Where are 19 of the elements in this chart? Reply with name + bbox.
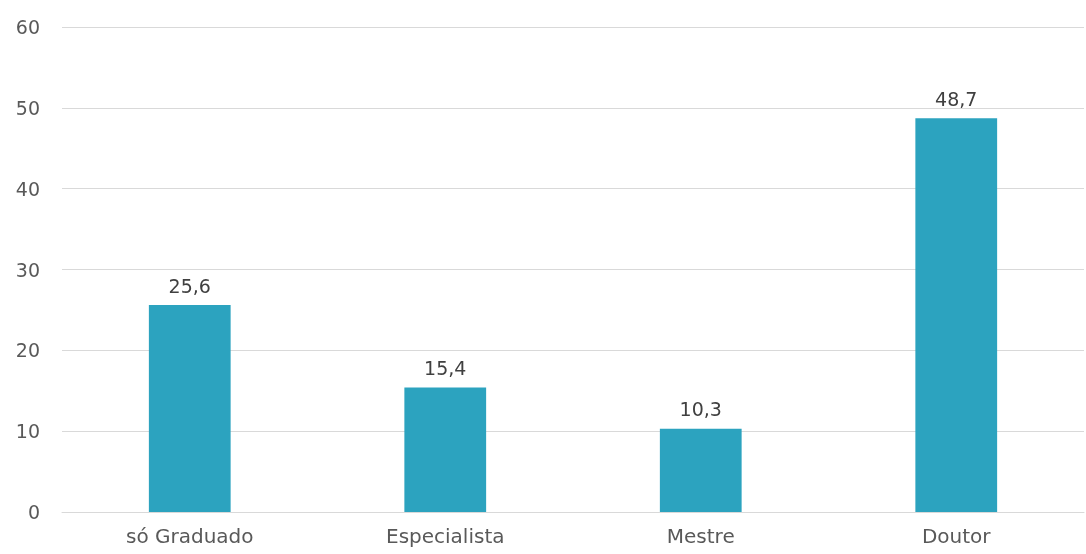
- x-tick-label: Mestre: [666, 524, 735, 548]
- bar: [148, 305, 231, 512]
- y-tick-label: 10: [15, 420, 40, 443]
- data-label: 25,6: [168, 274, 211, 297]
- y-tick-label: 50: [15, 96, 40, 119]
- data-label: 48,7: [935, 87, 978, 110]
- y-tick-label: 60: [15, 16, 40, 38]
- y-tick-label: 30: [15, 258, 40, 281]
- bar: [915, 118, 998, 512]
- y-tick-label: 0: [27, 501, 40, 523]
- x-tick-label: só Graduado: [125, 524, 254, 548]
- bar: [404, 387, 487, 512]
- y-tick-label: 40: [15, 177, 40, 200]
- x-tick-label: Doutor: [921, 524, 992, 548]
- x-tick-label: Especialista: [386, 524, 505, 548]
- bar: [659, 428, 742, 512]
- data-label: 15,4: [424, 357, 467, 380]
- data-label: 10,3: [679, 398, 722, 421]
- y-tick-label: 20: [15, 339, 40, 362]
